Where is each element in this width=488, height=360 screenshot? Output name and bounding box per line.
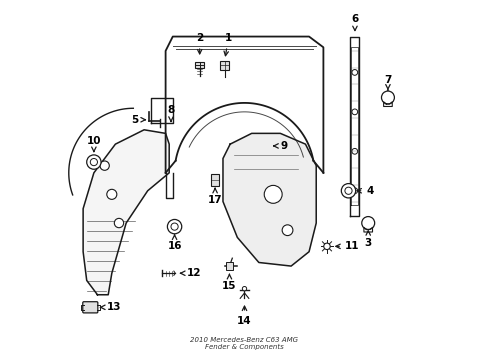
Circle shape bbox=[282, 225, 292, 235]
Text: 15: 15 bbox=[222, 274, 236, 291]
Text: 2: 2 bbox=[196, 33, 203, 54]
Circle shape bbox=[341, 184, 355, 198]
Text: 5: 5 bbox=[131, 115, 145, 125]
Bar bbox=[195, 62, 204, 68]
Circle shape bbox=[323, 243, 329, 249]
Text: 7: 7 bbox=[384, 75, 391, 90]
Text: 9: 9 bbox=[273, 141, 287, 151]
Text: 4: 4 bbox=[356, 186, 373, 196]
Text: 2010 Mercedes-Benz C63 AMG
Fender & Components: 2010 Mercedes-Benz C63 AMG Fender & Comp… bbox=[190, 337, 298, 350]
Circle shape bbox=[361, 217, 374, 229]
FancyBboxPatch shape bbox=[82, 302, 98, 313]
Text: 13: 13 bbox=[100, 302, 121, 312]
Circle shape bbox=[90, 158, 97, 166]
Circle shape bbox=[167, 220, 182, 234]
Text: 16: 16 bbox=[167, 235, 182, 251]
Text: 3: 3 bbox=[364, 231, 371, 248]
Polygon shape bbox=[223, 134, 316, 266]
Circle shape bbox=[86, 155, 101, 169]
Bar bbox=[210, 174, 219, 186]
Text: 6: 6 bbox=[350, 14, 358, 31]
Circle shape bbox=[264, 185, 282, 203]
Text: 10: 10 bbox=[86, 136, 101, 152]
Text: 12: 12 bbox=[180, 268, 201, 278]
Text: 11: 11 bbox=[335, 241, 359, 251]
Circle shape bbox=[106, 189, 117, 199]
Bar bbox=[220, 60, 229, 70]
Text: 17: 17 bbox=[207, 188, 222, 205]
Circle shape bbox=[100, 161, 109, 170]
Circle shape bbox=[171, 223, 178, 230]
Circle shape bbox=[114, 219, 123, 228]
Text: 8: 8 bbox=[167, 105, 174, 121]
Circle shape bbox=[381, 91, 394, 104]
Bar bbox=[225, 262, 233, 270]
Text: 1: 1 bbox=[224, 33, 231, 56]
Circle shape bbox=[242, 287, 246, 291]
Text: 14: 14 bbox=[237, 306, 251, 325]
Polygon shape bbox=[83, 130, 169, 295]
Circle shape bbox=[344, 187, 351, 194]
